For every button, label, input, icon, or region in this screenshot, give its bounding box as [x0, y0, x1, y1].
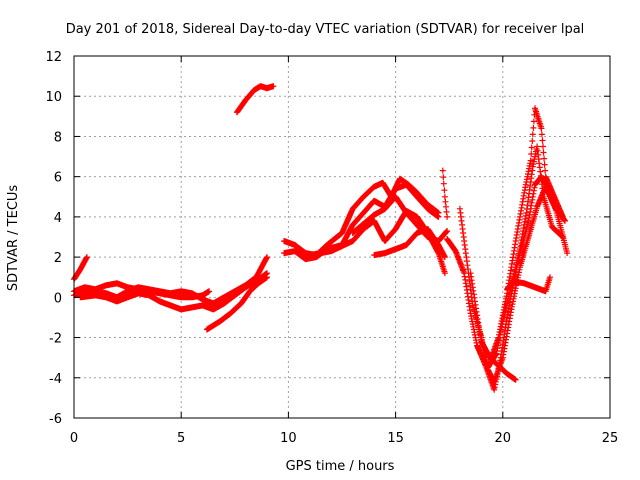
x-tick-label: 5	[177, 431, 185, 446]
series-arc-d	[77, 270, 270, 313]
y-tick-label: -6	[49, 412, 62, 427]
series-arc-q	[478, 338, 519, 383]
series-points	[233, 83, 277, 116]
series-arc-f	[233, 83, 277, 116]
y-tick-label: 4	[54, 211, 62, 226]
series-points	[486, 105, 566, 365]
plot-frame	[73, 55, 611, 419]
series-points	[504, 274, 553, 295]
x-tick-label: 20	[495, 431, 512, 446]
series-arc-e	[203, 274, 270, 333]
series-arc-r	[504, 274, 553, 295]
series-points	[77, 270, 270, 313]
series-points	[203, 274, 270, 333]
series-points	[439, 167, 451, 220]
series-arc-l	[439, 167, 451, 220]
y-tick-label: -4	[49, 372, 62, 387]
y-tick-label: 8	[54, 130, 62, 145]
series-arc-k	[371, 226, 448, 261]
y-tick-label: 6	[54, 171, 62, 186]
x-axis-ticks: 0 5 10 15 20 25	[70, 56, 618, 446]
x-tick-label: 15	[387, 431, 404, 446]
x-tick-label: 10	[280, 431, 297, 446]
y-axis-ticks: -6 -4 -2 0 2 4 6 8 10 12	[45, 50, 610, 427]
y-tick-label: 12	[45, 50, 62, 65]
data-series	[71, 83, 571, 393]
series-points	[478, 338, 519, 383]
y-tick-label: 10	[45, 90, 62, 105]
x-axis-label: GPS time / hours	[286, 459, 395, 474]
series-arc-p	[486, 105, 566, 365]
x-tick-label: 25	[602, 431, 619, 446]
series-points	[371, 226, 448, 261]
y-tick-label: -2	[49, 332, 62, 347]
x-tick-label: 0	[70, 431, 78, 446]
y-tick-label: 0	[54, 291, 62, 306]
chart-title: Day 201 of 2018, Sidereal Day-to-day VTE…	[66, 22, 585, 37]
y-axis-label: SDTVAR / TECUs	[6, 185, 21, 292]
y-tick-label: 2	[54, 251, 62, 266]
